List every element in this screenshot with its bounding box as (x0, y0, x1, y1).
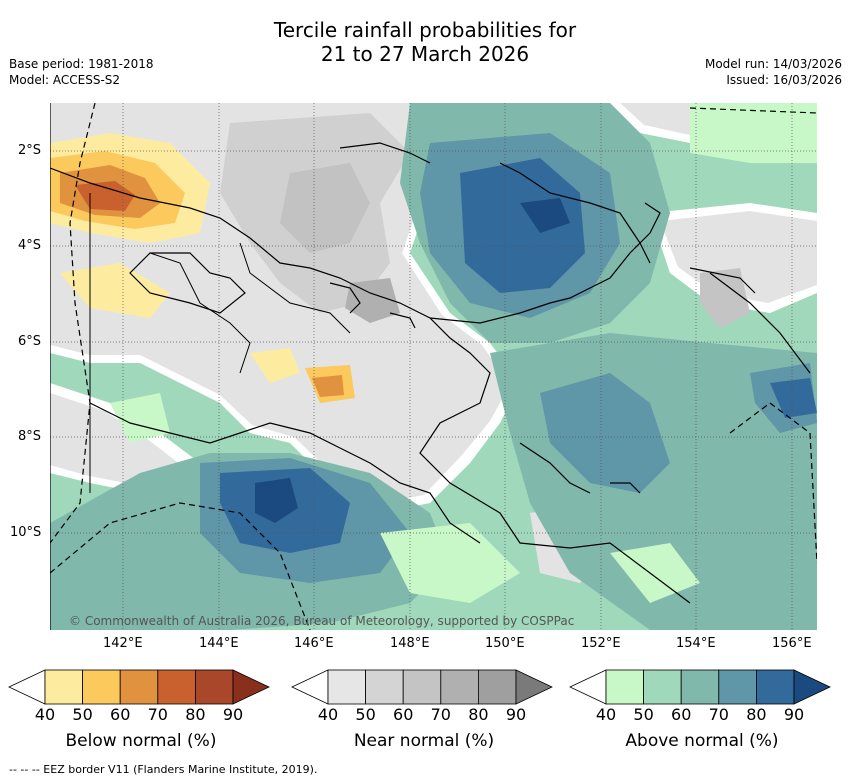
colorbar-near (291, 669, 553, 705)
colorbar-tick-label: 60 (393, 705, 414, 724)
above-normal-regions (50, 103, 817, 630)
colorbar-tick-label: 40 (317, 705, 339, 724)
colorbar-tick-label: 80 (185, 705, 206, 724)
lon-label: 148°E (390, 636, 430, 651)
colorbar-segment (718, 669, 757, 705)
title-line-2: 21 to 27 March 2026 (320, 42, 530, 66)
colorbar-under-triangle (291, 669, 329, 705)
meta-right: Model run: 14/03/2026 Issued: 16/03/2026 (705, 56, 842, 88)
colorbar-segment (605, 669, 644, 705)
colorbar-tick-label: 90 (505, 705, 527, 724)
title-line-1: Tercile rainfall probabilities for (273, 18, 577, 42)
colorbar-tick-label: 80 (746, 705, 767, 724)
lat-label: 4°S (18, 238, 42, 253)
colorbar-tick-label: 50 (355, 705, 376, 724)
colorbar-segment (82, 669, 121, 705)
colorbars (8, 669, 831, 705)
colorbar-segment (643, 669, 682, 705)
graticule (50, 103, 817, 630)
colorbar-segment (477, 669, 517, 705)
lon-label: 154°E (676, 636, 716, 651)
colorbar-segment (194, 669, 234, 705)
lon-label: 156°E (772, 636, 812, 651)
coastlines (50, 103, 811, 630)
colorbar-tick-label: 40 (595, 705, 617, 724)
map-title: Tercile rainfall probabilities for 21 to… (0, 18, 850, 66)
colorbar-tick-label: 80 (468, 705, 489, 724)
colorbar-segment (44, 669, 83, 705)
eez-borders (50, 103, 817, 630)
model-run: Model run: 14/03/2026 (704, 57, 842, 71)
model-name: Model: ACCESS-S2 (9, 73, 121, 87)
colorbar-segment (157, 669, 196, 705)
colorbar-tick-label: 40 (34, 705, 56, 724)
map-credit: © Commonwealth of Australia 2026, Bureau… (69, 614, 575, 628)
eez-footnote: -- -- -- EEZ border V11 (Flanders Marine… (9, 763, 318, 776)
near-normal-label: Near normal (%) (353, 731, 495, 751)
colorbar-above (569, 669, 831, 705)
colorbar-segment (440, 669, 479, 705)
colorbar-over-triangle (232, 669, 270, 705)
issued-date: Issued: 16/03/2026 (726, 73, 842, 87)
colorbar-tick-label: 70 (147, 705, 168, 724)
colorbar-segment (327, 669, 366, 705)
meta-left: Base period: 1981-2018 Model: ACCESS-S2 (9, 56, 154, 88)
colorbar-tick-label: 60 (671, 705, 692, 724)
lat-label: 6°S (18, 334, 42, 349)
colorbar-below (8, 669, 270, 705)
colorbar-tick-label: 70 (708, 705, 729, 724)
lon-label: 150°E (485, 636, 525, 651)
lat-label: 8°S (18, 429, 42, 444)
lon-label: 152°E (581, 636, 621, 651)
lat-label: 10°S (10, 525, 42, 540)
base-period: Base period: 1981-2018 (9, 57, 154, 71)
lon-label: 142°E (103, 636, 143, 651)
above-normal-label: Above normal (%) (625, 731, 779, 751)
lon-label: 144°E (199, 636, 239, 651)
colorbar-under-triangle (8, 669, 46, 705)
colorbar-over-triangle (793, 669, 831, 705)
lon-label: 146°E (294, 636, 334, 651)
map-canvas (50, 103, 817, 630)
colorbar-segment (402, 669, 442, 705)
colorbar-tick-label: 50 (633, 705, 654, 724)
colorbar-segment (756, 669, 795, 705)
colorbar-tick-label: 90 (783, 705, 805, 724)
colorbar-segment (365, 669, 404, 705)
below-normal-label: Below normal (%) (65, 731, 217, 751)
colorbar-under-triangle (569, 669, 607, 705)
colorbar-tick-label: 70 (430, 705, 451, 724)
admin-borders (89, 193, 351, 493)
colorbar-segment (119, 669, 159, 705)
lat-label: 2°S (18, 143, 42, 158)
colorbar-segment (680, 669, 720, 705)
colorbar-tick-label: 90 (222, 705, 244, 724)
colorbar-over-triangle (515, 669, 553, 705)
colorbar-tick-label: 50 (72, 705, 93, 724)
colorbar-tick-label: 60 (110, 705, 131, 724)
rainfall-map[interactable] (50, 103, 817, 630)
below-normal-regions (50, 133, 355, 403)
